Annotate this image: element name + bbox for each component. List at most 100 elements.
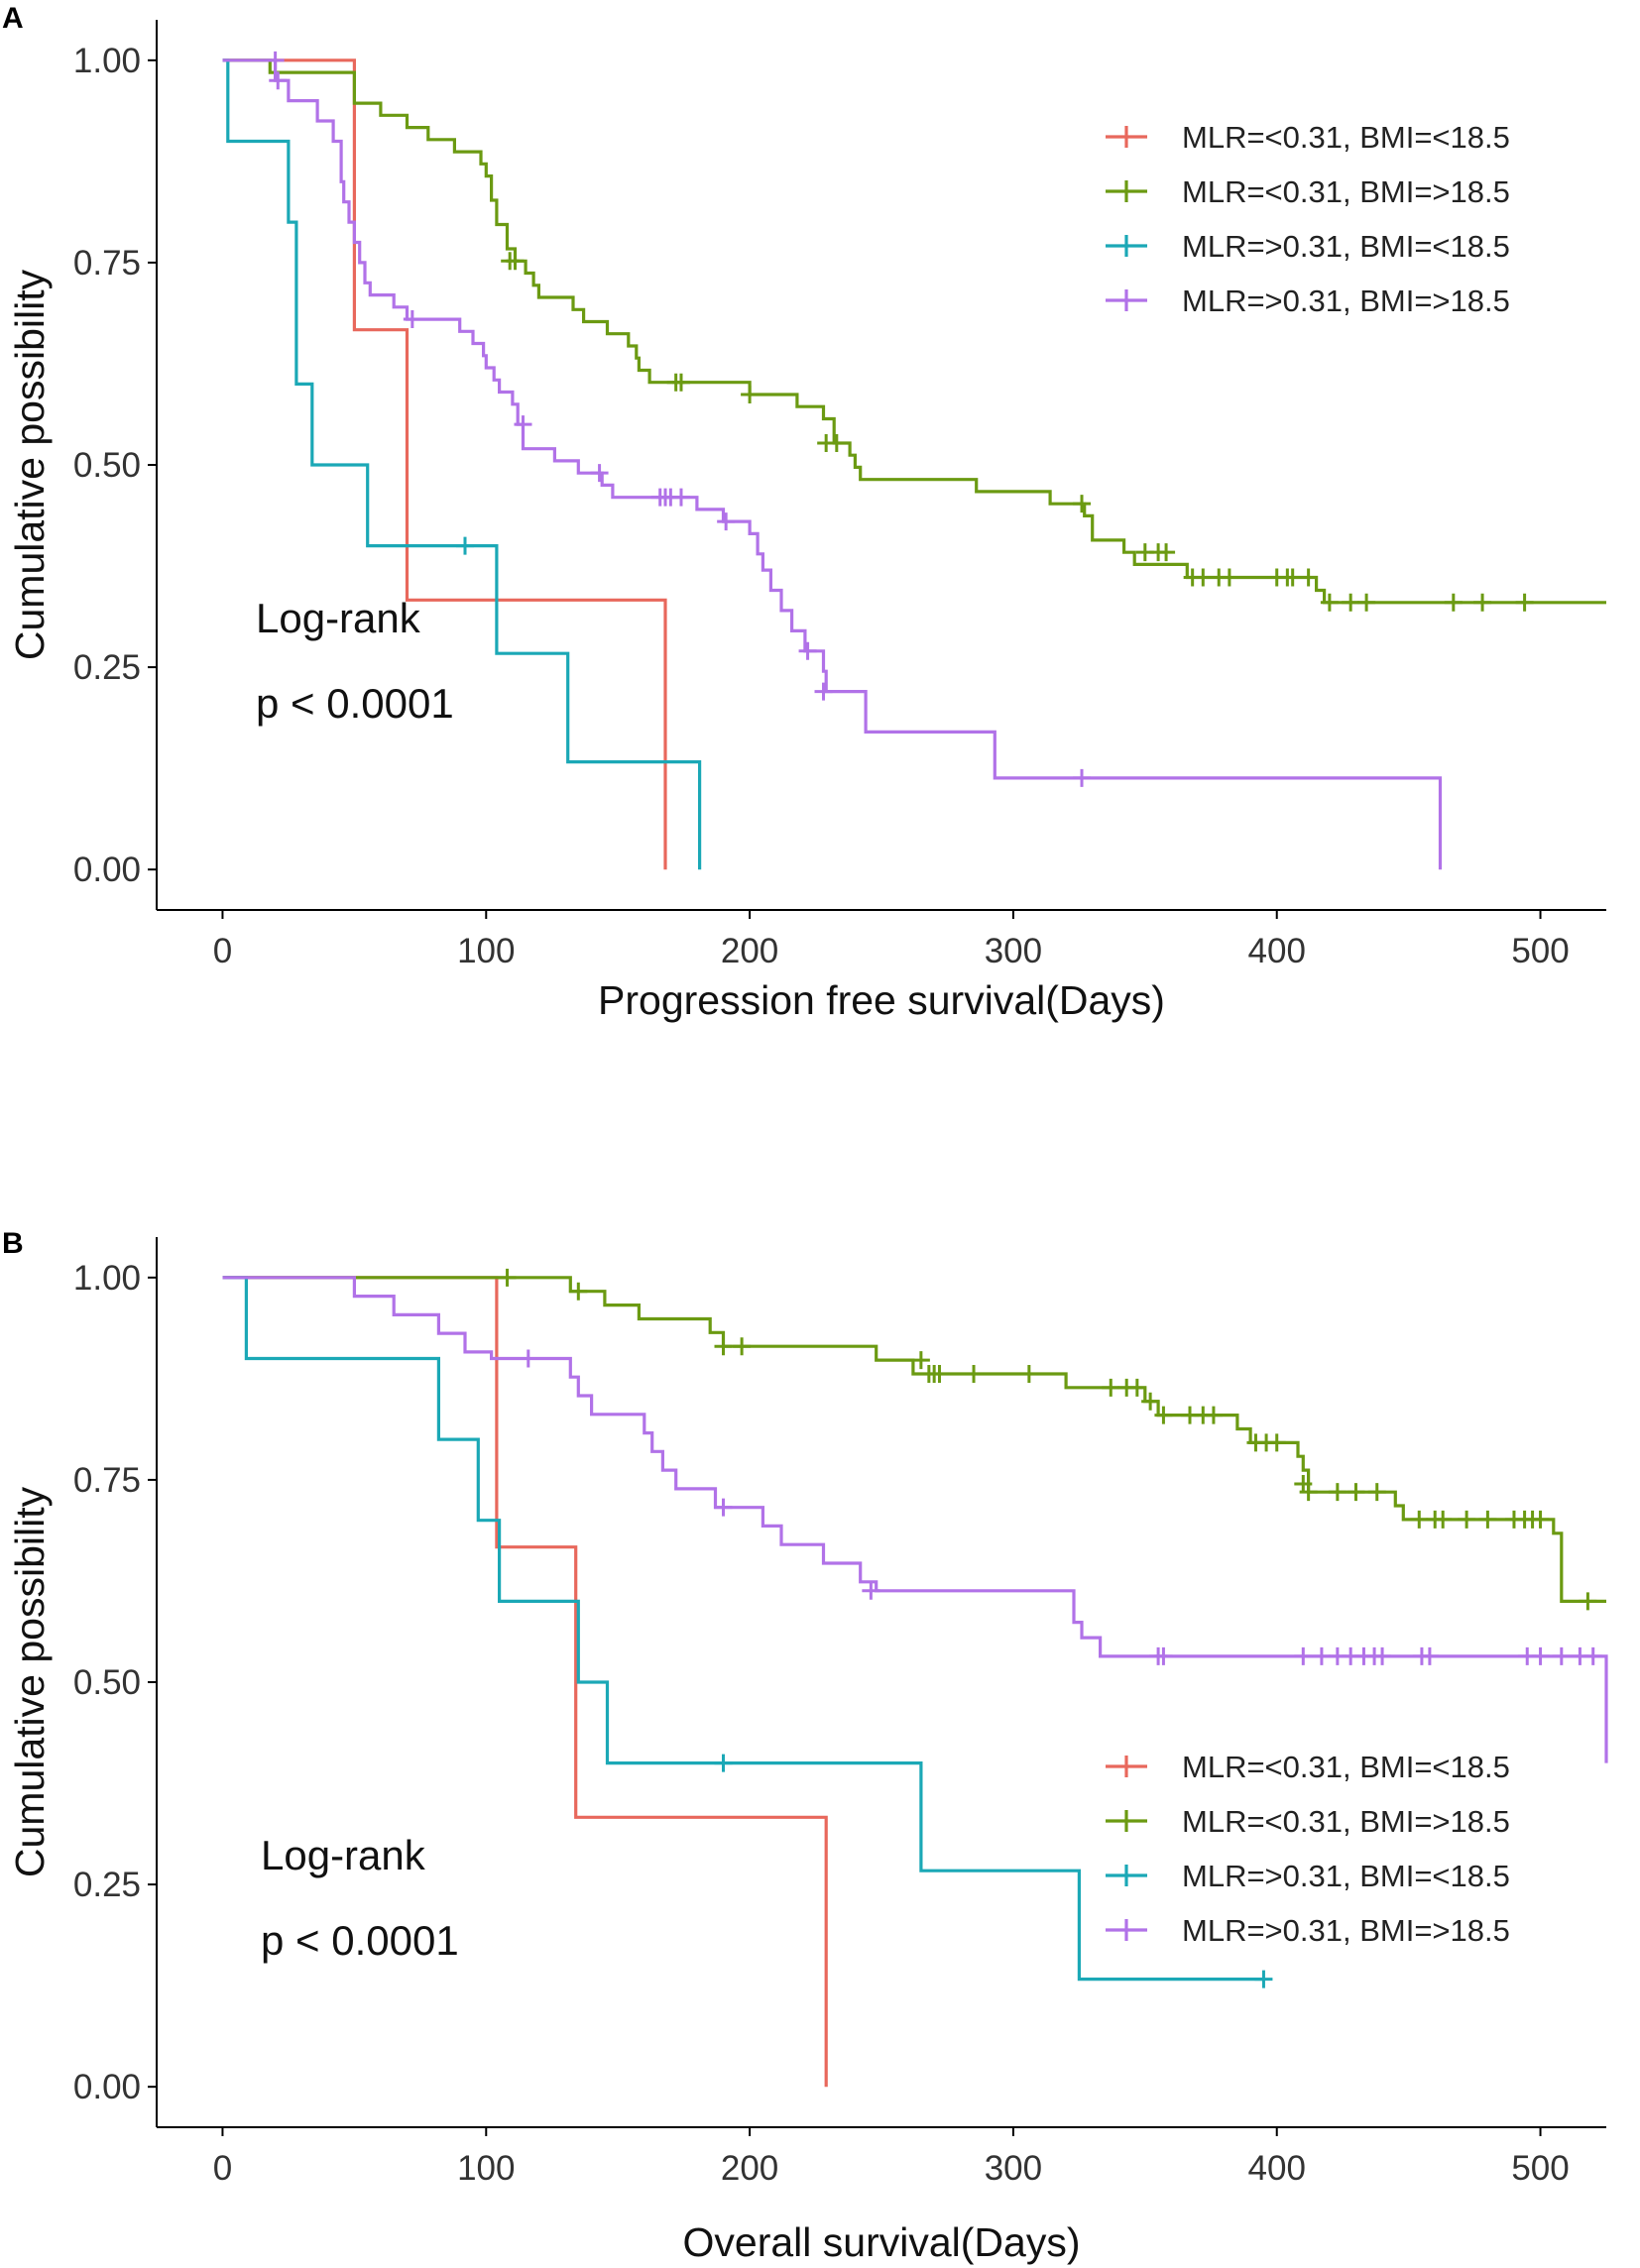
x-tick-label: 0 — [213, 2149, 232, 2188]
y-tick-label: 0.50 — [73, 446, 141, 485]
censor-mark — [814, 682, 833, 701]
legend-key-3 — [1106, 1865, 1147, 1886]
censor-mark — [1141, 1392, 1160, 1411]
censor-mark — [671, 373, 690, 392]
censor-mark — [714, 1498, 733, 1517]
y-axis-title: Cumulative possibility — [7, 269, 53, 660]
chart-panel-a: A 0.00 0.25 0.50 0.75 1.00 0 100 200 300 400 500 Pro… — [2, 2, 1606, 1023]
y-tick-label: 0.25 — [73, 1866, 141, 1904]
censor-mark — [498, 1268, 517, 1287]
censor-mark — [506, 252, 525, 271]
chart-panel-b: B 0.00 0.25 0.50 0.75 1.00 0 100 200 300 400 500 Ove… — [2, 1227, 1608, 2265]
censor-mark — [1478, 1510, 1497, 1529]
censor-mark — [1444, 593, 1463, 612]
p-value-label: p < 0.0001 — [256, 680, 454, 727]
censor-mark — [1342, 593, 1360, 612]
survival-curve-3 — [222, 1276, 1264, 1982]
legend-label-1: MLR=<0.31, BMI=<18.5 — [1182, 120, 1510, 155]
censor-mark — [733, 1337, 752, 1356]
x-tick-label: 500 — [1511, 932, 1569, 970]
censor-mark — [266, 51, 285, 69]
censor-mark — [1367, 1483, 1386, 1502]
censor-mark — [1154, 1646, 1173, 1665]
censor-mark — [1204, 1406, 1223, 1424]
censor-mark — [1220, 568, 1238, 587]
censor-mark — [1458, 1510, 1476, 1529]
censor-mark — [1583, 1646, 1602, 1665]
x-tick-label: 0 — [213, 932, 232, 970]
legend-label-4: MLR=>0.31, BMI=>18.5 — [1182, 1913, 1510, 1948]
censor-mark — [1434, 1510, 1453, 1529]
legend-key-3 — [1106, 235, 1147, 257]
x-tick-label: 500 — [1511, 2149, 1569, 2188]
censor-mark — [1283, 568, 1302, 587]
y-tick-label: 1.00 — [73, 1259, 141, 1298]
y-axis-title: Cumulative possibility — [7, 1486, 53, 1877]
survival-curve-4 — [222, 1276, 1608, 1763]
censor-mark — [1579, 1592, 1597, 1611]
censor-mark — [714, 1337, 733, 1356]
legend-label-3: MLR=>0.31, BMI=<18.5 — [1182, 229, 1510, 264]
censor-mark — [965, 1364, 984, 1383]
censor-mark — [1328, 1483, 1347, 1502]
y-tick-label: 0.25 — [73, 648, 141, 687]
legend-key-1 — [1106, 1756, 1147, 1777]
x-axis-title: Overall survival(Days) — [683, 2219, 1081, 2265]
censor-mark — [1254, 1970, 1273, 1988]
censor-mark — [1357, 593, 1376, 612]
censor-mark — [1410, 1510, 1429, 1529]
censor-mark — [1267, 1433, 1286, 1452]
censor-mark — [862, 1581, 880, 1600]
legend-label-4: MLR=>0.31, BMI=>18.5 — [1182, 284, 1510, 318]
legend-key-2 — [1106, 180, 1147, 202]
censor-mark — [1019, 1364, 1038, 1383]
censor-mark — [930, 1364, 949, 1383]
survival-curve-2 — [222, 1276, 1606, 1603]
censor-mark — [671, 488, 690, 507]
logrank-label: Log-rank — [256, 595, 421, 641]
censor-mark — [1194, 568, 1213, 587]
censor-mark — [1102, 1378, 1120, 1397]
y-tick-label: 0.00 — [73, 2068, 141, 2106]
x-tick-label: 200 — [721, 932, 778, 970]
censor-mark — [1154, 1406, 1173, 1424]
x-tick-label: 200 — [721, 2149, 778, 2188]
y-tick-label: 1.00 — [73, 42, 141, 80]
censor-mark — [911, 1351, 930, 1370]
survival-curve-2 — [222, 58, 1606, 605]
legend-key-4 — [1106, 1919, 1147, 1941]
censor-mark — [1347, 1483, 1365, 1502]
x-axis-title: Progression free survival(Days) — [598, 977, 1165, 1023]
censor-mark — [1373, 1646, 1392, 1665]
legend-label-1: MLR=<0.31, BMI=<18.5 — [1182, 1750, 1510, 1784]
y-tick-label: 0.75 — [73, 1461, 141, 1500]
survival-curve-1 — [222, 1276, 828, 2088]
x-tick-label: 400 — [1248, 2149, 1306, 2188]
y-tick-label: 0.50 — [73, 1663, 141, 1702]
censor-mark — [1312, 1646, 1331, 1665]
legend-label-3: MLR=>0.31, BMI=<18.5 — [1182, 1859, 1510, 1893]
survival-curve-3 — [222, 58, 702, 870]
logrank-label: Log-rank — [261, 1832, 426, 1878]
panel-label: A — [2, 2, 24, 35]
censor-mark — [514, 415, 532, 434]
censor-mark — [1531, 1646, 1550, 1665]
x-tick-label: 100 — [457, 932, 515, 970]
censor-mark — [741, 385, 760, 403]
censor-mark — [1473, 593, 1492, 612]
censor-mark — [1299, 568, 1318, 587]
censor-mark — [456, 536, 475, 555]
x-tick-label: 300 — [985, 932, 1042, 970]
y-tick-label: 0.00 — [73, 850, 141, 889]
censor-mark — [798, 641, 817, 660]
censor-mark — [1320, 593, 1339, 612]
censor-mark — [1127, 1378, 1146, 1397]
censor-mark — [269, 71, 288, 90]
legend-key-1 — [1106, 126, 1147, 148]
censor-mark — [1420, 1646, 1439, 1665]
censor-mark — [1073, 768, 1092, 787]
censor-mark — [1552, 1646, 1571, 1665]
censor-mark — [569, 1282, 588, 1301]
x-tick-label: 400 — [1248, 932, 1306, 970]
